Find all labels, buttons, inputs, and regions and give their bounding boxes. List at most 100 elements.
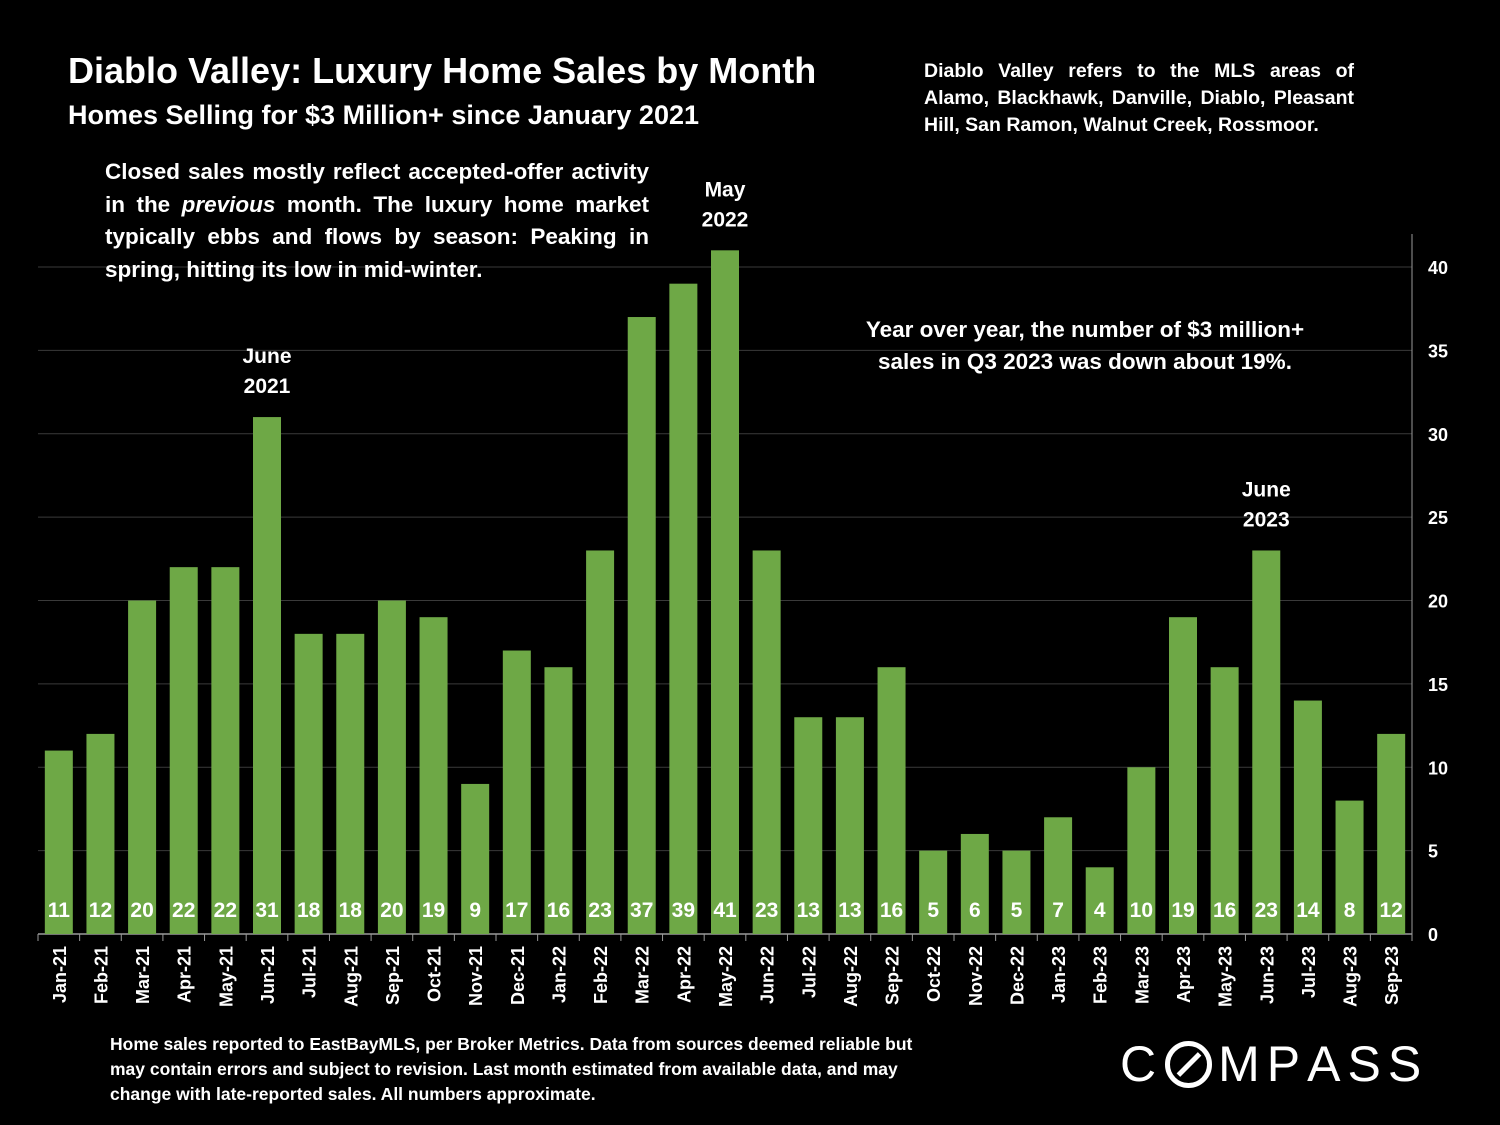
x-tick-label: May-22 [716,946,736,1007]
y-tick-label: 5 [1428,842,1438,862]
y-tick-label: 30 [1428,425,1448,445]
bar [1085,867,1114,934]
x-tick-label: Mar-23 [1132,946,1152,1004]
region-note: Diablo Valley refers to the MLS areas of… [924,60,1354,136]
bar [128,600,157,934]
bar [877,667,906,934]
bar [1252,550,1281,934]
bars [44,250,1406,934]
data-label: 20 [380,899,403,922]
data-label: 17 [505,899,528,922]
x-tick-label: May-21 [216,946,236,1007]
bar [1169,617,1197,934]
data-label: 16 [1213,899,1236,922]
x-tick-label: Sep-21 [383,946,403,1005]
data-label: 13 [797,899,820,922]
bar [44,750,73,934]
bar [919,850,948,934]
x-tick-label: Jan-22 [549,946,569,1003]
y-tick-label: 0 [1428,925,1438,945]
emphasis: previous [181,191,276,217]
data-label: 22 [214,899,237,922]
data-label: 23 [588,899,611,922]
chart-subtitle: Homes Selling for $3 Million+ since Janu… [68,100,699,130]
logo-letter: C [1120,1036,1164,1092]
y-tick-label: 25 [1428,508,1448,528]
x-tick-label: Dec-21 [508,946,528,1005]
data-label: 23 [755,899,778,922]
bar [669,283,698,934]
logo-o-ring [1165,1040,1213,1088]
data-label: 20 [130,899,153,922]
data-label: 19 [422,899,445,922]
bar [253,417,281,934]
bar [169,567,198,934]
x-tick-label: Oct-21 [425,946,445,1002]
bar [502,650,531,934]
data-label: 37 [630,899,653,922]
x-tick-label: Jul-23 [1299,946,1319,998]
data-label: 9 [469,899,481,922]
x-tick-label: Apr-21 [175,946,195,1003]
bar [794,717,823,934]
data-labels: 11 12 20 22 22 31 18 18 20 19 9 17 16 23 37 39 41 23 13 13 1… [48,899,1403,922]
source-footnote: Home sales reported to EastBayMLS, per B… [110,1034,913,1104]
x-tick-label: Aug-21 [341,946,361,1007]
data-label: 41 [713,899,737,922]
bar [1127,767,1156,934]
x-tick-label: Nov-22 [966,946,986,1006]
x-tick-label: Sep-23 [1382,946,1402,1005]
data-label: 14 [1296,899,1320,922]
data-label: 5 [1011,899,1023,922]
data-label: 6 [969,899,981,922]
bar [419,617,448,934]
logo-letter: S [1347,1036,1388,1092]
data-label: 10 [1130,899,1153,922]
bar [1044,817,1073,934]
data-label: 39 [672,899,695,922]
data-label: 22 [172,899,195,922]
peak-annotation: May [705,178,746,201]
x-tick-label: Feb-23 [1091,946,1111,1004]
data-label: 4 [1094,899,1106,922]
bar [586,550,615,934]
x-tick-label: Jul-22 [799,946,819,998]
peak-annotation: 2022 [702,208,749,231]
data-label: 5 [927,899,939,922]
data-label: 19 [1171,899,1194,922]
data-label: 16 [880,899,903,922]
bar [1002,850,1031,934]
bar [544,667,573,934]
data-label: 18 [339,899,363,922]
bar [1335,800,1364,934]
y-tick-label: 15 [1428,675,1448,695]
data-label: 18 [297,899,321,922]
bar [211,567,240,934]
x-tick-label: Feb-21 [91,946,111,1004]
x-tick-label: Mar-21 [133,946,153,1004]
data-label: 13 [838,899,861,922]
year-over-year-note: Year over year, the number of $3 million… [865,317,1305,374]
bar [960,833,989,934]
x-tick-label: Mar-22 [633,946,653,1004]
x-tick-label: Apr-23 [1174,946,1194,1003]
bar [461,783,490,934]
x-tick-label: Sep-22 [883,946,903,1005]
x-tick-label: Aug-23 [1341,946,1361,1007]
annotations: June 2021 May 2022 June 2023 [242,178,1290,531]
logo-letter: S [1387,1036,1429,1092]
tick-labels: 0 5 10 15 20 25 30 35 40 Jan-21 Feb-21 Mar-21 Apr-21… [50,258,1448,1007]
bar [835,717,864,934]
bar [86,733,115,934]
logo-letter: M [1218,1036,1267,1092]
bar [377,600,406,934]
x-tick-label: Feb-22 [591,946,611,1004]
data-label: 23 [1255,899,1278,922]
x-tick-label: Jan-23 [1049,946,1069,1003]
bar [1377,733,1406,934]
data-label: 11 [48,899,71,922]
logo-letter: A [1307,1036,1348,1092]
x-tick-label: Apr-22 [674,946,694,1003]
x-tick-label: Jun-21 [258,946,278,1004]
